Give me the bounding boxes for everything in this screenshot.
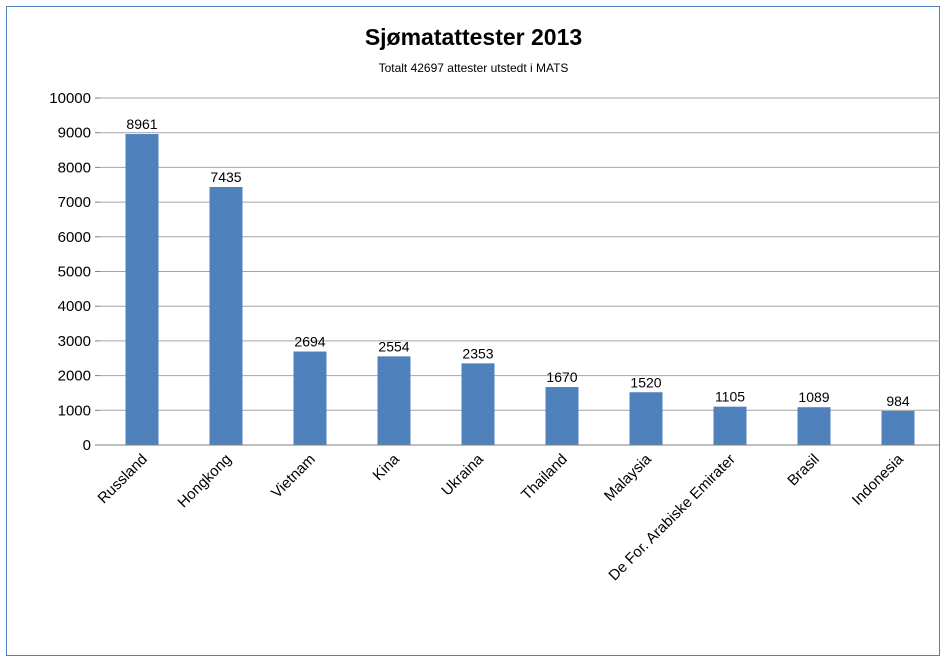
bar-5 — [461, 363, 495, 445]
data-label-8: 1105 — [715, 389, 745, 405]
x-tick-label-3: Vietnam — [268, 451, 319, 502]
x-tick-label-10: Indonesia — [849, 450, 907, 508]
x-tick-label-6: Thailand — [518, 451, 571, 504]
x-tick-label-5: Ukraina — [438, 450, 487, 499]
x-tick-label-4: Kina — [370, 450, 404, 484]
chart-title: Sjømatattester 2013 — [364, 24, 583, 50]
bar-9 — [797, 407, 831, 445]
y-tick-label-2000: 2000 — [58, 368, 91, 385]
data-label-3: 2694 — [294, 334, 325, 350]
data-label-2: 7435 — [210, 169, 241, 185]
data-label-5: 2353 — [462, 345, 493, 361]
data-label-7: 1520 — [630, 374, 661, 390]
x-axis-ticks: Russland Hongkong Vietnam Kina Ukraina Thaila… — [95, 450, 908, 584]
data-label-6: 1670 — [546, 369, 577, 385]
data-label-4: 2554 — [378, 338, 409, 354]
y-tick-label-10000: 10000 — [49, 90, 91, 107]
y-tick-label-4000: 4000 — [58, 298, 91, 315]
bar-7 — [629, 392, 663, 445]
data-labels: 8961 7435 2694 2554 2353 1670 1520 1105 1089 984 — [126, 116, 909, 409]
y-tick-label-7000: 7000 — [58, 194, 91, 211]
bar-1 — [125, 134, 159, 446]
x-tick-label-2: Hongkong — [174, 451, 234, 511]
y-tick-label-0: 0 — [83, 437, 91, 454]
bar-6 — [545, 387, 579, 445]
data-label-1: 8961 — [126, 116, 157, 132]
x-tick-label-1: Russland — [95, 451, 151, 507]
y-tick-label-1000: 1000 — [58, 402, 91, 419]
bar-3 — [293, 351, 327, 445]
bar-4 — [377, 356, 411, 445]
chart-frame — [6, 6, 940, 656]
x-tick-label-7: Malaysia — [601, 450, 655, 504]
y-tick-label-6000: 6000 — [58, 229, 91, 246]
bar-2 — [209, 187, 243, 445]
bar-8 — [713, 406, 747, 445]
y-tick-label-3000: 3000 — [58, 333, 91, 350]
chart-subtitle: Totalt 42697 attester utstedt i MATS — [378, 61, 569, 75]
x-tick-label-9: Brasil — [784, 451, 823, 490]
y-tick-label-8000: 8000 — [58, 159, 91, 176]
y-tick-label-5000: 5000 — [58, 264, 91, 281]
bars — [125, 134, 915, 446]
bar-10 — [881, 410, 915, 445]
y-tick-label-9000: 9000 — [58, 125, 91, 142]
y-axis-ticks: 0 1000 2000 3000 4000 5000 6000 7000 8000 9000 100… — [49, 90, 100, 454]
data-label-10: 984 — [886, 393, 910, 409]
data-label-9: 1089 — [798, 389, 829, 405]
